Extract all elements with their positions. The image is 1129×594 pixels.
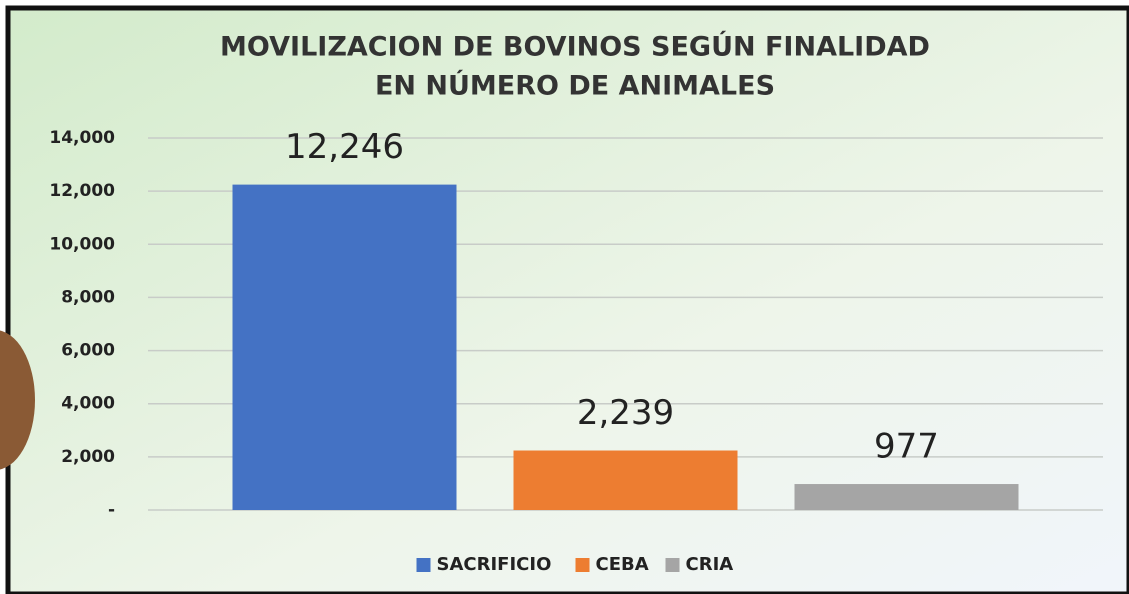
data-label: 12,246: [285, 127, 404, 167]
legend-swatch: [417, 558, 431, 572]
y-tick-label: 4,000: [61, 394, 115, 414]
legend-label: SACRIFICIO: [437, 554, 552, 575]
chart-title: MOVILIZACION DE BOVINOS SEGÚN FINALIDAD: [220, 31, 930, 63]
legend-swatch: [576, 558, 590, 572]
y-tick-label: 14,000: [49, 128, 115, 148]
chart-title: EN NÚMERO DE ANIMALES: [375, 70, 775, 102]
y-tick-label: -: [108, 500, 115, 520]
y-tick-label: 6,000: [61, 341, 115, 361]
bar: [514, 451, 738, 510]
chart: MOVILIZACION DE BOVINOS SEGÚN FINALIDAD …: [0, 0, 1129, 594]
y-tick-label: 8,000: [61, 287, 115, 307]
y-tick-label: 10,000: [49, 234, 115, 254]
data-label: 2,239: [577, 393, 674, 433]
legend-label: CRIA: [686, 554, 734, 575]
bar: [795, 484, 1019, 510]
data-label: 977: [874, 427, 939, 467]
legend-label: CEBA: [596, 554, 649, 575]
y-tick-label: 2,000: [61, 447, 115, 467]
legend-swatch: [666, 558, 680, 572]
bar: [233, 185, 457, 510]
y-tick-label: 12,000: [49, 181, 115, 201]
